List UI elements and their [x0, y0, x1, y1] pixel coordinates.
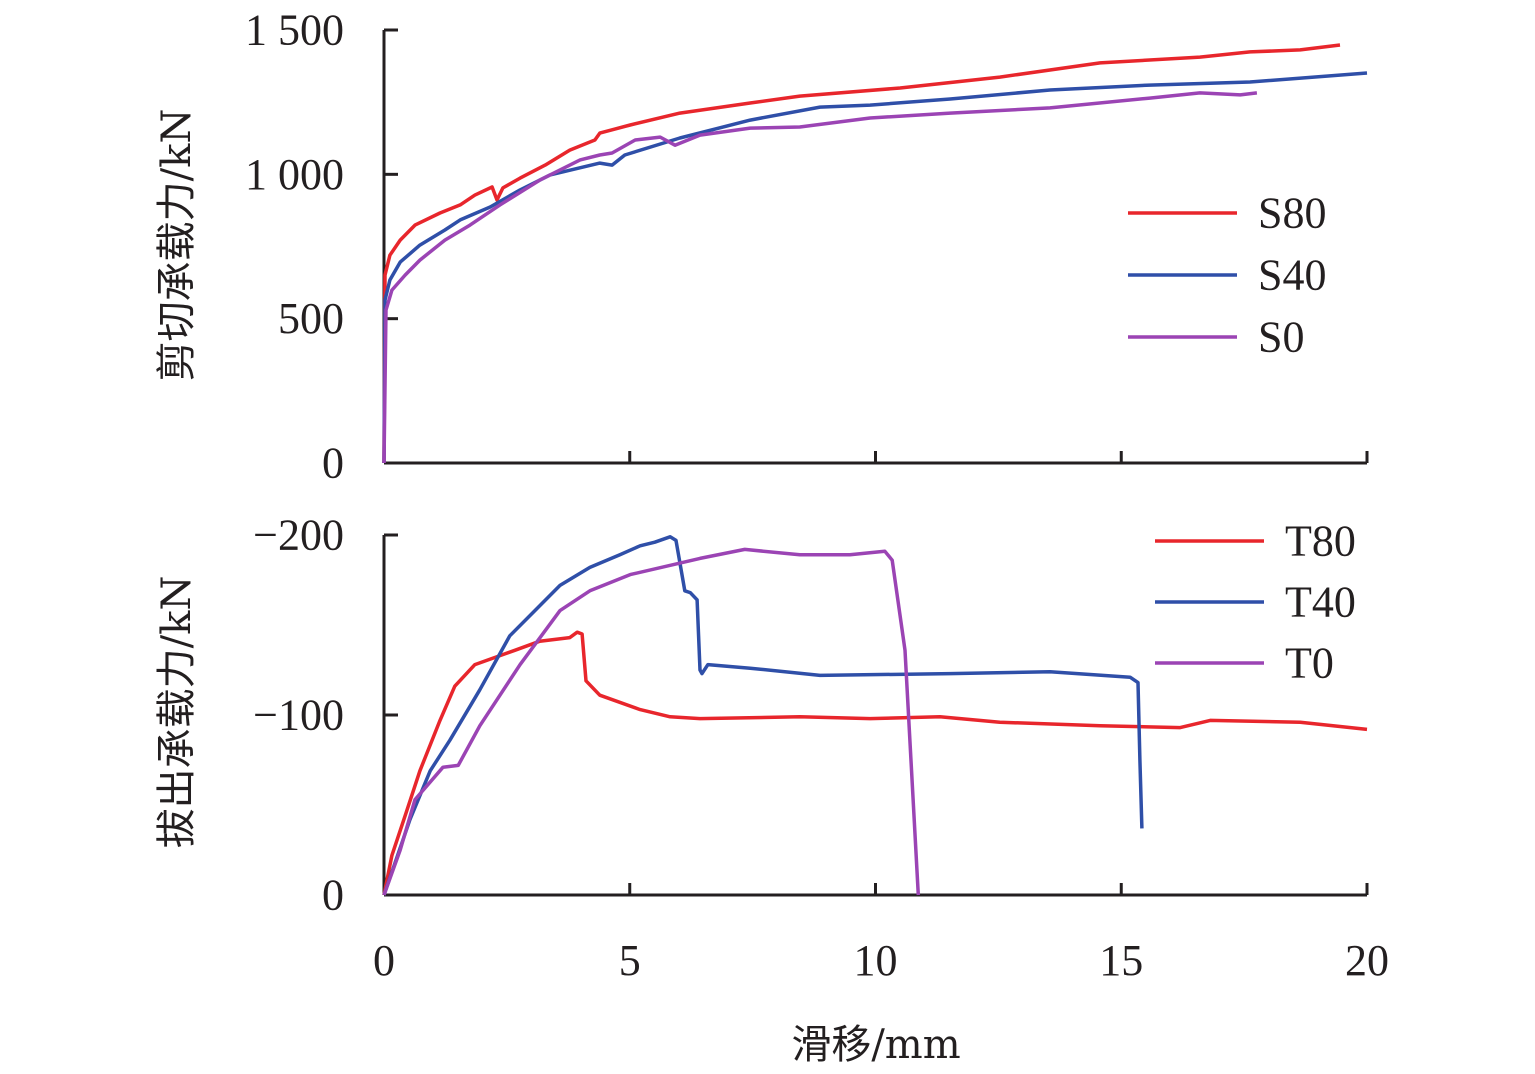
series-line-s0 [382, 91, 1258, 464]
series-line-t0 [382, 547, 921, 896]
series-line-t40 [382, 535, 1144, 896]
y-axis-title-shear: 剪切承载力/kN [154, 109, 200, 382]
series-line-t80 [382, 630, 1368, 896]
series-line-s40 [382, 71, 1368, 464]
y-axis-title-pullout: 拔出承载力/kN [154, 576, 200, 849]
series-line-s80 [382, 43, 1341, 464]
x-axis-title: 滑移/mm [791, 1022, 960, 1068]
y-tick-label: 1 000 [245, 150, 344, 199]
top-panel-shear: 0 500 1 000 1 500 S80 S40 S0 [245, 6, 1369, 488]
legend-label-s80: S80 [1258, 189, 1326, 238]
x-tick-label: 10 [854, 936, 898, 985]
y-tick-label: −200 [253, 511, 344, 560]
legend-label-t0: T0 [1285, 639, 1334, 688]
legend-label-t40: T40 [1285, 578, 1356, 627]
x-tick-label: 0 [373, 936, 395, 985]
legend-label-t80: T80 [1285, 517, 1356, 566]
x-tick-label: 5 [619, 936, 641, 985]
x-tick-label: 15 [1099, 936, 1143, 985]
y-tick-label: 0 [322, 439, 344, 488]
y-tick-label: 1 500 [245, 6, 344, 55]
y-tick-label: 500 [278, 294, 344, 343]
y-tick-label: 0 [322, 871, 344, 920]
bottom-panel-pullout: 0 −100 −200 0 5 10 15 20 T80 T40 T0 [253, 511, 1389, 986]
legend-label-s0: S0 [1258, 313, 1304, 362]
y-tick-label: −100 [253, 691, 344, 740]
legend-label-s40: S40 [1258, 251, 1326, 300]
x-tick-label: 20 [1345, 936, 1389, 985]
